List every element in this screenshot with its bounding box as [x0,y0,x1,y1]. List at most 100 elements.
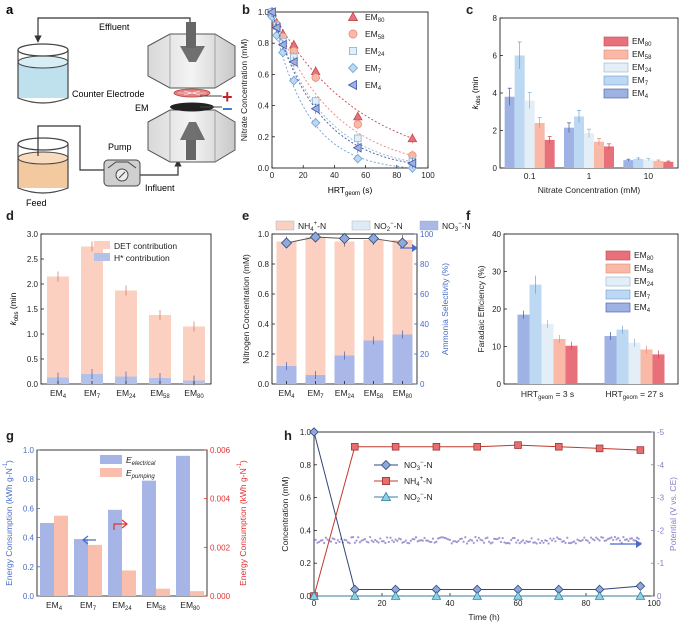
bar [517,314,530,384]
marker-square [555,442,563,451]
legend-sub: 7 [647,295,651,301]
potential-point [590,536,593,539]
panel-a: a Effluent Pump Feed Influent [6,2,236,208]
x-tick-label: 100 [647,599,661,608]
potential-point [321,539,324,542]
category-name: EM [116,388,129,398]
potential-point [380,540,384,543]
legend-swatch [605,250,631,261]
potential-point [476,539,479,542]
axis-title-part: Concentration (mM) [280,476,290,551]
x-category-label: 1 [587,171,592,181]
potential-point [358,541,361,544]
potential-point [573,540,576,543]
potential-point [518,542,521,545]
potential-point [382,540,385,543]
axis-indicator-right [113,519,128,530]
potential-point [601,536,605,539]
potential-point [634,539,637,542]
category-sub: 58 [377,394,384,400]
marker-triangle [390,590,401,600]
legend-name: NO [374,221,387,231]
potential-point [583,536,586,539]
marker-square [473,442,481,451]
category-sub: 58 [159,606,166,612]
axis-title-part: Ammonia Selectivity (%) [440,263,450,355]
potential-point [549,537,552,540]
x-title-sub: geom [345,191,360,197]
legend-swatch [419,220,439,231]
bar [652,354,665,384]
category-name: EM [80,600,93,610]
bar [504,96,515,168]
bar [529,284,542,384]
bar [604,146,614,168]
potential-point [391,539,394,542]
marker-square [432,442,441,451]
legend-swatch [603,75,629,86]
bar [574,116,584,168]
y-tick-label: 2.5 [27,255,39,264]
potential-point [312,539,316,542]
potential-point [540,539,543,542]
potential-point [596,537,600,541]
panel-letter: h [284,428,292,443]
potential-point [333,538,336,541]
potential-point [399,538,402,541]
potential-point [615,538,618,541]
legend-name: EM [632,88,645,98]
potential-point [481,539,484,542]
y-tick-label: -5 [657,428,665,437]
x-category-label: EM24 [112,600,132,612]
legend-label: EM58 [634,263,654,275]
potential-point [363,538,367,541]
category-sub: 80 [406,394,413,400]
legend-sub: pumping [131,474,156,480]
axis-title-part: Nitrate Concentration (mM) [239,39,249,142]
marker-diamond [635,581,646,591]
x-tick-label: 60 [361,171,370,180]
potential-point [372,540,375,544]
potential-point [369,535,372,539]
potential-point [386,536,389,539]
legend-label: EM58 [632,49,652,61]
pump-label: Pump [108,142,132,152]
potential-point [348,542,351,545]
marker-triangle [349,590,360,600]
bar-det [81,246,103,384]
potential-point [567,541,571,545]
potential-point [637,537,640,540]
legend-sub: 58 [647,269,654,275]
potential-point [528,540,532,543]
x-tick-label: 80 [392,171,401,180]
potential-point [516,539,520,542]
legend-name: E [126,455,132,465]
potential-point [627,539,630,543]
potential-point [406,541,409,545]
potential-point [465,542,469,545]
bar [623,160,634,168]
legend-sub: 4 [310,227,314,233]
x-tick-label: 20 [378,599,387,608]
potential-point [605,539,608,542]
y-tick-label: 0 [657,592,662,601]
legend-tail: -N [462,221,471,231]
bar [553,339,566,384]
y-tick-label: 0.2 [258,350,270,359]
y-tick-label: 2 [493,127,498,136]
axis-title-part: Potential (V vs. CE) [668,477,678,551]
y-tick-label: -2 [657,526,665,535]
potential-point [414,536,418,539]
y-tick-label: 6 [493,52,498,61]
bar [514,55,525,168]
potential-point [323,541,326,545]
legend-label: EM4 [632,88,649,100]
x-category-label: HRTgeom = 27 s [605,389,663,401]
y-tick-label: 40 [420,320,429,329]
y-tick-label: 0.5 [27,355,39,364]
legend-label: EM7 [634,289,651,301]
potential-point [318,540,321,544]
marker-circle [311,73,320,82]
legend-label: EM7 [365,63,382,75]
